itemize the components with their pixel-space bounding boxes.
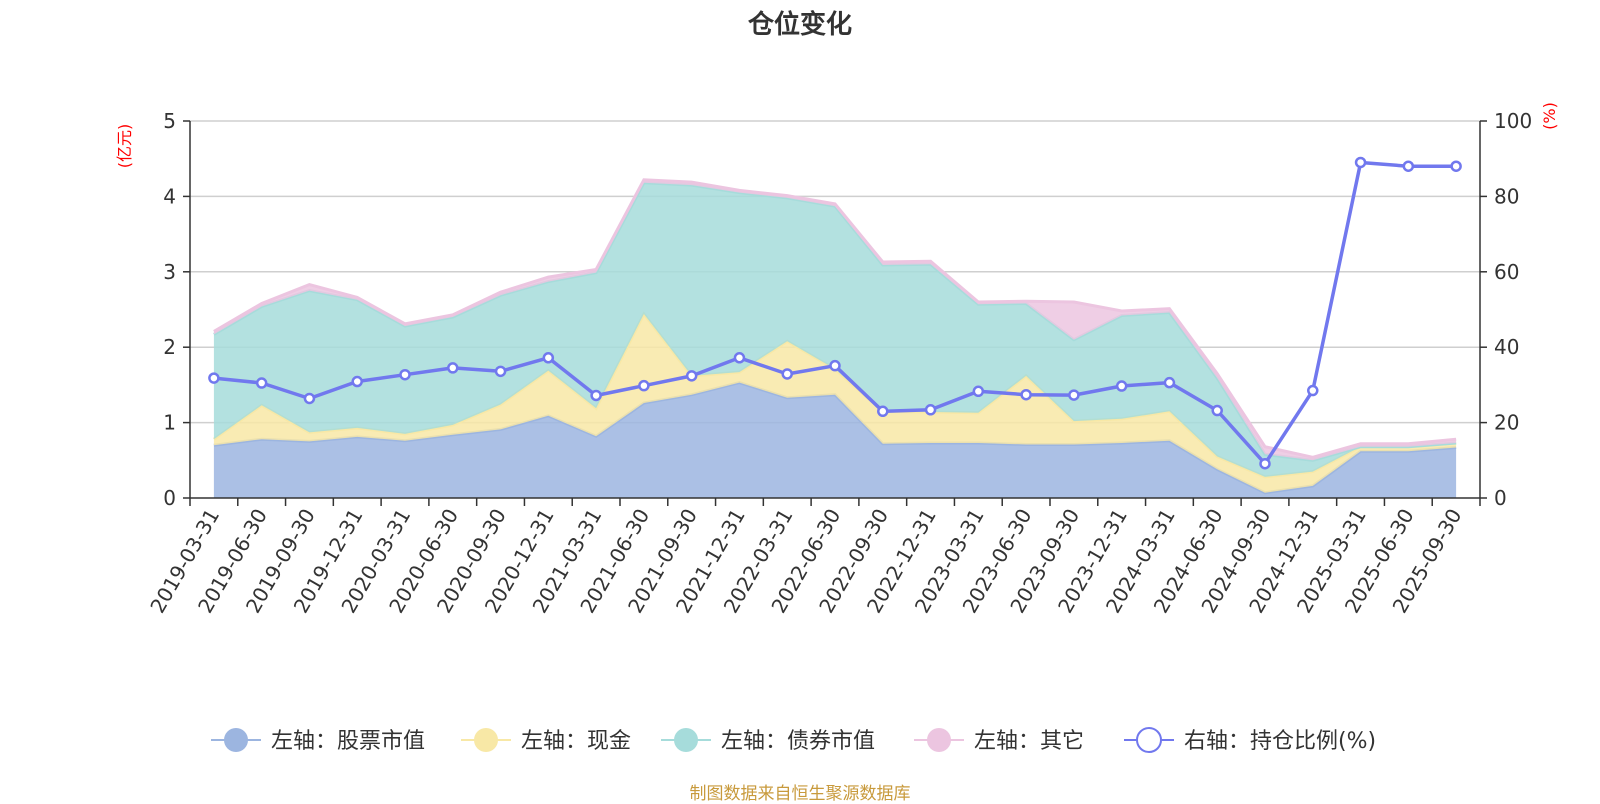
left-tick-label: 0 bbox=[163, 486, 176, 510]
ratio-point bbox=[399, 368, 411, 381]
axes: 0 1 2 3 4 5 0 20 40 60 80 100 bbox=[163, 109, 1532, 510]
left-tick-label: 3 bbox=[163, 260, 176, 284]
legend-marker bbox=[674, 728, 698, 752]
legend-marker bbox=[474, 728, 498, 752]
ratio-point bbox=[542, 352, 555, 364]
right-tick-label: 60 bbox=[1494, 260, 1519, 284]
ratio-point bbox=[208, 372, 220, 384]
ratio-point bbox=[781, 368, 793, 380]
ratio-point bbox=[1211, 404, 1223, 417]
ratio-point bbox=[1115, 380, 1128, 392]
ratio-point bbox=[685, 370, 698, 382]
legend-label: 左轴：现金 bbox=[521, 729, 631, 754]
ratio-point bbox=[255, 377, 268, 389]
right-tick-label: 0 bbox=[1494, 486, 1507, 510]
legend-label: 左轴：股票市值 bbox=[271, 729, 425, 754]
right-tick-label: 80 bbox=[1494, 184, 1519, 208]
right-tick-label: 20 bbox=[1494, 411, 1519, 435]
ratio-point bbox=[829, 359, 841, 372]
ratio-point bbox=[1259, 457, 1271, 470]
legend-marker bbox=[1136, 727, 1162, 753]
ratio-point bbox=[1163, 376, 1176, 389]
right-tick-label: 100 bbox=[1494, 109, 1532, 133]
ratio-point bbox=[924, 404, 937, 416]
ratio-point bbox=[1307, 384, 1319, 397]
legend-label: 右轴：持仓比例(%) bbox=[1184, 729, 1376, 754]
ratio-point bbox=[1450, 160, 1462, 172]
ratio-point bbox=[447, 362, 459, 374]
area-左轴：股票市值 bbox=[213, 382, 1457, 498]
right-tick-label: 40 bbox=[1494, 335, 1519, 359]
legend: 左轴：股票市值 左轴：现金 左轴：债券市值 左轴：其它 右轴：持仓比例(%) bbox=[211, 727, 1376, 754]
legend-label: 左轴：其它 bbox=[974, 729, 1084, 754]
chart-title: 仓位变化 bbox=[747, 9, 852, 40]
ratio-point bbox=[733, 352, 746, 364]
legend-marker bbox=[224, 728, 248, 752]
stacked-areas bbox=[213, 178, 1457, 498]
x-axis-labels: 2019-03-312019-06-302019-09-302019-12-31… bbox=[145, 504, 1466, 617]
ratio-line bbox=[208, 156, 1462, 470]
data-source-note: 制图数据来自恒生聚源数据库 bbox=[689, 784, 911, 804]
left-tick-label: 2 bbox=[163, 335, 176, 359]
ratio-point bbox=[877, 405, 889, 418]
right-axis-unit: (%) bbox=[1540, 102, 1559, 130]
left-tick-label: 1 bbox=[163, 411, 176, 435]
ratio-point bbox=[1068, 389, 1080, 401]
ratio-point bbox=[590, 389, 602, 402]
ratio-point bbox=[351, 375, 363, 388]
ratio-point bbox=[494, 365, 507, 378]
ratio-point bbox=[303, 392, 316, 405]
area-edge-左轴：其它 bbox=[213, 178, 1457, 459]
ratio-point bbox=[1354, 156, 1367, 169]
left-tick-label: 5 bbox=[163, 109, 176, 133]
ratio-point bbox=[972, 385, 985, 398]
legend-marker bbox=[927, 728, 951, 752]
left-axis-unit: (亿元) bbox=[115, 124, 134, 169]
legend-label: 左轴：债券市值 bbox=[721, 729, 875, 754]
ratio-point bbox=[1020, 388, 1032, 401]
left-tick-label: 4 bbox=[163, 184, 176, 208]
area-左轴：债券市值 bbox=[213, 182, 1457, 477]
ratio-point bbox=[1402, 160, 1415, 172]
ratio-point bbox=[638, 379, 650, 392]
